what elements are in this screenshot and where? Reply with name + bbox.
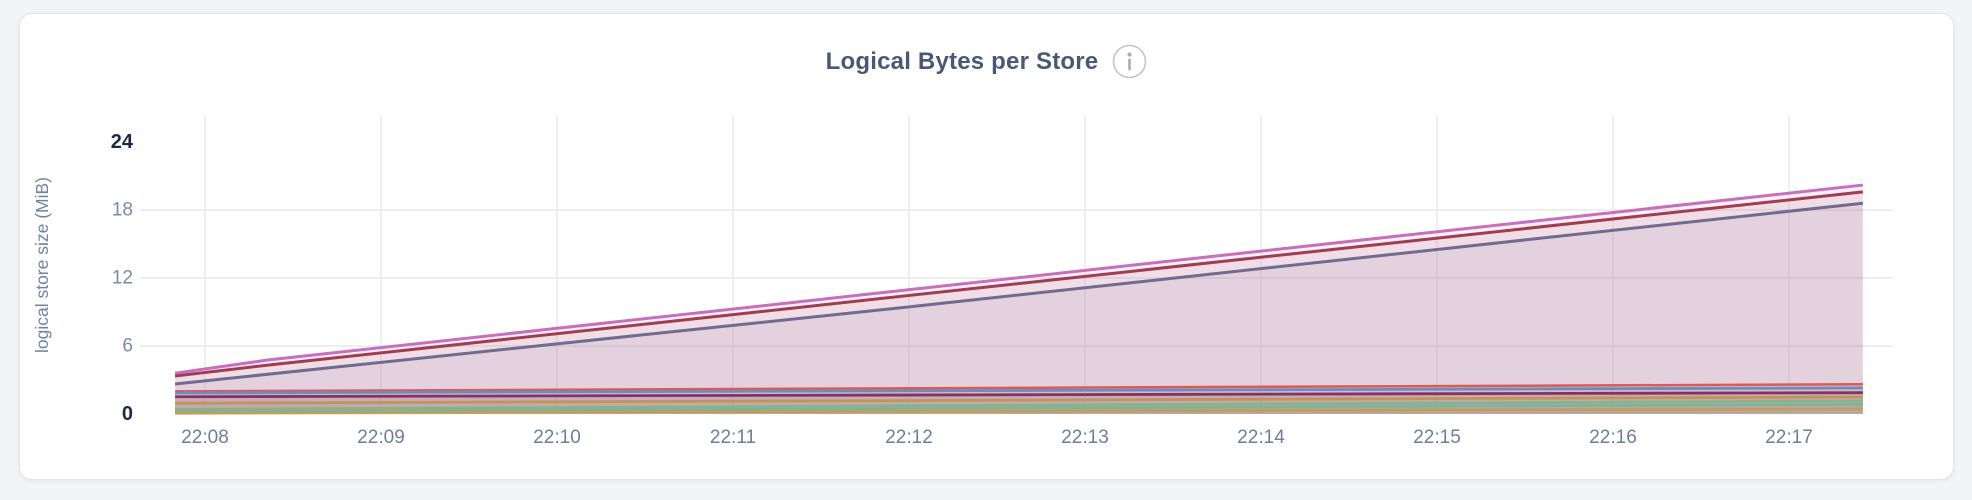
series-line-store-h xyxy=(175,399,1863,411)
x-tick-label: 22:16 xyxy=(1589,427,1637,448)
series-area-store-a xyxy=(175,185,1863,414)
series-line-store-i xyxy=(175,403,1863,413)
chart-header: Logical Bytes per Store xyxy=(19,44,1954,79)
x-tick-label: 22:11 xyxy=(710,427,756,448)
series-line-store-b xyxy=(174,190,1864,378)
y-tick-label: 12 xyxy=(112,268,133,289)
series-line-store-j xyxy=(175,407,1863,415)
series-area-store-c xyxy=(175,203,1863,414)
series-line-store-c xyxy=(174,201,1864,386)
series-line-store-f xyxy=(175,391,1863,399)
info-icon-dot xyxy=(1127,52,1132,57)
series-line-store-a xyxy=(174,183,1864,375)
info-icon[interactable] xyxy=(1112,44,1147,79)
info-icon-ring xyxy=(1113,44,1147,79)
x-tick-label: 22:13 xyxy=(1061,427,1109,448)
series-line-store-e xyxy=(175,386,1863,395)
y-axis-title: logical store size (MiB) xyxy=(32,177,52,353)
x-tick-label: 22:15 xyxy=(1413,427,1461,448)
y-tick-label: 18 xyxy=(112,200,133,221)
x-tick-label: 22:12 xyxy=(885,427,933,448)
info-icon-stem xyxy=(1128,58,1132,71)
series-line-store-g xyxy=(175,395,1863,405)
x-tick-label: 22:17 xyxy=(1765,427,1813,448)
x-tick-label: 22:09 xyxy=(357,427,405,448)
chart-plot-area[interactable] xyxy=(140,115,1893,414)
series-area-store-b xyxy=(175,191,1863,414)
y-tick-label: 6 xyxy=(122,336,133,357)
series-line-store-d xyxy=(175,383,1863,393)
x-tick-label: 22:10 xyxy=(533,427,581,448)
chart-title: Logical Bytes per Store xyxy=(825,47,1099,75)
y-tick-label: 0 xyxy=(122,403,133,425)
x-tick-label: 22:14 xyxy=(1237,427,1285,448)
y-tick-label: 24 xyxy=(111,131,134,153)
x-tick-label: 22:08 xyxy=(181,427,229,448)
